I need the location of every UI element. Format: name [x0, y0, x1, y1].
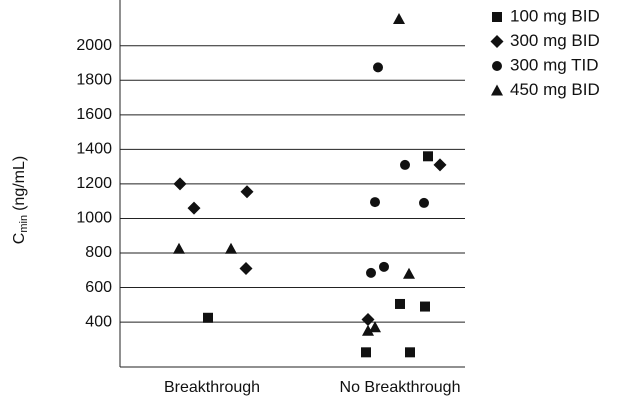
data-point [173, 177, 187, 191]
data-point [239, 262, 253, 276]
y-label-sub: min [18, 215, 30, 233]
y-tick-label: 800 [85, 244, 112, 261]
y-axis-label: Cmin (ng/mL) [11, 156, 30, 244]
legend-label: 300 mg TID [510, 55, 599, 74]
data-point [362, 324, 374, 336]
y-tick-label: 400 [85, 313, 112, 330]
y-tick-label: 1600 [76, 106, 112, 123]
data-point [403, 267, 415, 279]
data-point [400, 159, 410, 170]
x-tick-label: No Breakthrough [340, 379, 461, 396]
data-point [379, 261, 389, 272]
data-point [395, 298, 405, 309]
data-point [433, 158, 447, 172]
y-tick-label: 1000 [76, 210, 112, 227]
data-point [393, 12, 405, 24]
y-label-main: C [11, 233, 28, 245]
y-tick-label: 1800 [76, 72, 112, 89]
legend-marker [492, 61, 502, 71]
data-point [225, 242, 237, 254]
data-point [240, 185, 254, 199]
data-point [203, 312, 213, 323]
data-point [361, 313, 375, 327]
data-point [366, 267, 376, 278]
data-point [361, 347, 371, 358]
y-tick-label: 1400 [76, 141, 112, 158]
legend-marker [492, 12, 502, 22]
y-tick-label: 600 [85, 279, 112, 296]
legend-label: 450 mg BID [510, 80, 600, 99]
y-tick-label: 2000 [76, 37, 112, 54]
y-label-unit: (ng/mL) [11, 156, 28, 211]
legend-marker [490, 35, 504, 48]
data-point [370, 197, 380, 208]
legend-marker [491, 84, 503, 96]
data-point [420, 301, 430, 312]
data-point [419, 197, 429, 208]
y-tick-label: 1200 [76, 175, 112, 192]
data-point [423, 151, 433, 162]
data-point [405, 347, 415, 358]
data-point [173, 242, 185, 254]
data-point [373, 62, 383, 73]
legend-label: 100 mg BID [510, 6, 600, 25]
data-point [187, 201, 201, 215]
x-tick-label: Breakthrough [164, 379, 260, 396]
legend-label: 300 mg BID [510, 31, 600, 50]
data-point [369, 321, 381, 333]
